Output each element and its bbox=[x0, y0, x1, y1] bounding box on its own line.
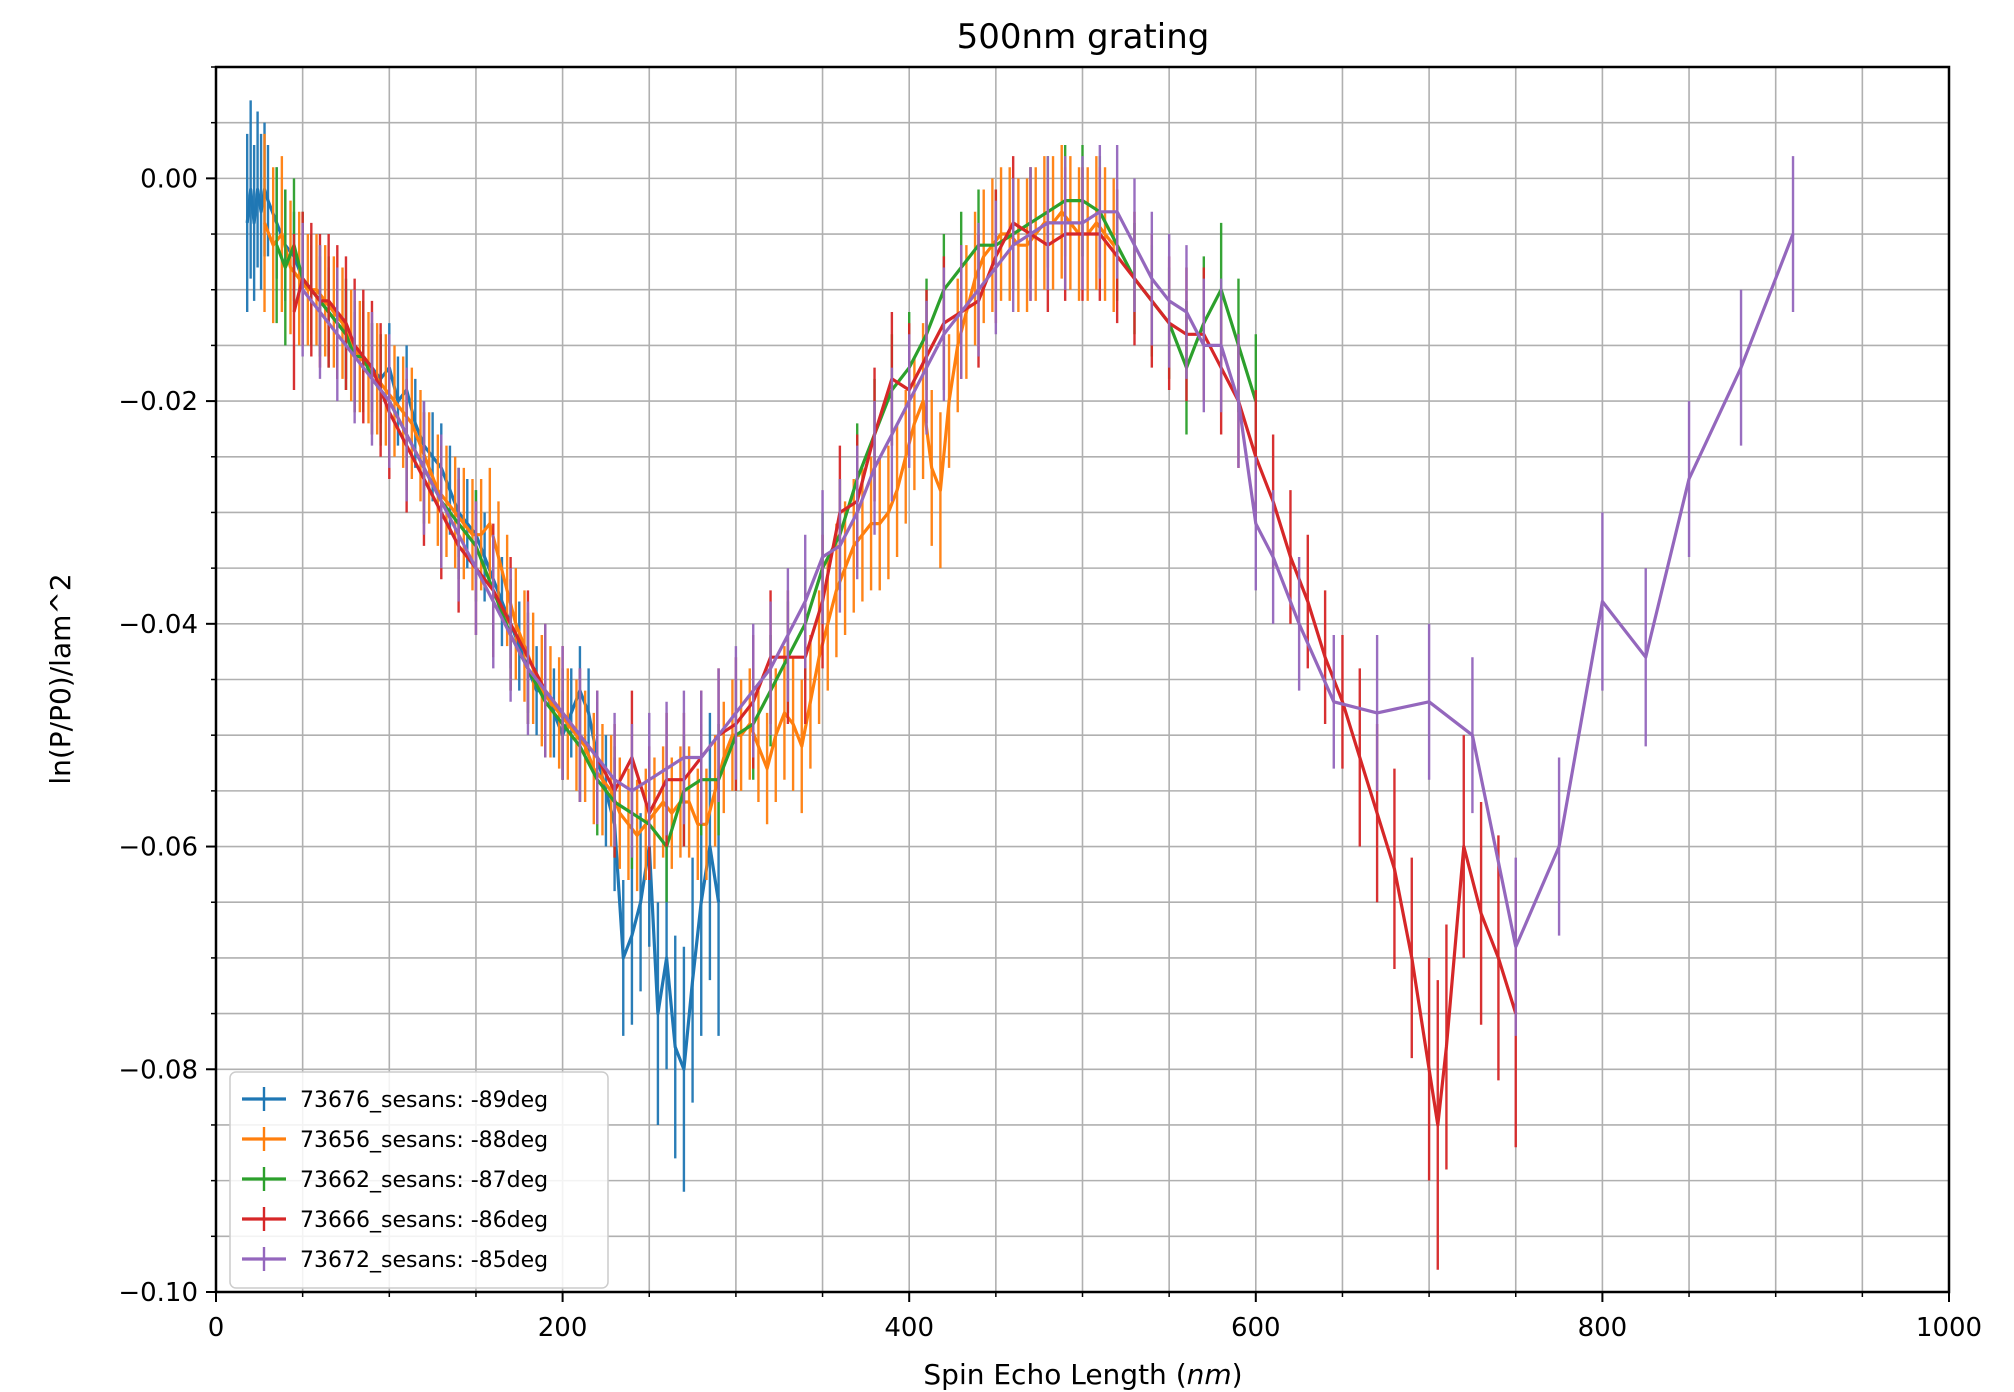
y-tick-label: 0.00 bbox=[140, 164, 198, 194]
legend-label: 73656_sesans: -88deg bbox=[300, 1128, 548, 1153]
chart-title: 500nm grating bbox=[957, 17, 1210, 57]
y-axis-label: ln(P/P0)/lam^2 bbox=[44, 573, 77, 784]
legend-item: 73656_sesans: -88deg bbox=[242, 1127, 548, 1153]
legend-label: 73666_sesans: -86deg bbox=[300, 1208, 548, 1233]
x-axis-label-close: ) bbox=[1232, 1358, 1243, 1391]
series-5 bbox=[301, 144, 1795, 1036]
x-tick-label: 200 bbox=[538, 1313, 588, 1343]
legend-box bbox=[229, 1071, 609, 1289]
x-axis-label-main: Spin Echo Length ( bbox=[923, 1358, 1186, 1391]
legend: 73676_sesans: -89deg 73656_sesans: -88deg… bbox=[229, 1071, 609, 1289]
series-line bbox=[292, 221, 1518, 1127]
y-tick-label: −0.08 bbox=[118, 1055, 198, 1085]
legend-item: 73672_sesans: -85deg bbox=[242, 1247, 548, 1273]
series-line bbox=[245, 187, 721, 1071]
series-line bbox=[263, 210, 1115, 838]
series-layer bbox=[245, 100, 1795, 1270]
x-tick-label: 600 bbox=[1231, 1313, 1281, 1343]
legend-label: 73672_sesans: -85deg bbox=[300, 1248, 548, 1273]
y-tick-label: −0.06 bbox=[118, 833, 198, 863]
series-1 bbox=[245, 100, 721, 1192]
x-tick-label: 1000 bbox=[1916, 1313, 1982, 1343]
legend-item: 73676_sesans: -89deg bbox=[242, 1087, 548, 1113]
y-tick-label: −0.02 bbox=[118, 387, 198, 417]
series-line bbox=[301, 210, 1795, 949]
x-tick-label: 0 bbox=[208, 1313, 225, 1343]
legend-item: 73666_sesans: -86deg bbox=[242, 1207, 548, 1233]
x-tick-label: 400 bbox=[884, 1313, 934, 1343]
x-axis-label: Spin Echo Length (nm) bbox=[923, 1358, 1242, 1391]
x-tick-label: 800 bbox=[1578, 1313, 1628, 1343]
legend-label: 73676_sesans: -89deg bbox=[300, 1088, 548, 1113]
y-tick-label: −0.10 bbox=[118, 1278, 198, 1308]
series-line bbox=[275, 199, 1258, 849]
legend-item: 73662_sesans: -87deg bbox=[242, 1167, 548, 1193]
y-tick-label: −0.04 bbox=[118, 610, 198, 640]
x-axis-label-unit: nm bbox=[1187, 1358, 1232, 1391]
tick-layer: 0 200 400 600 800 1000 0.00 −0.02 −0.04 −0.06 −0.0… bbox=[118, 66, 1982, 1343]
legend-label: 73662_sesans: -87deg bbox=[300, 1168, 548, 1193]
